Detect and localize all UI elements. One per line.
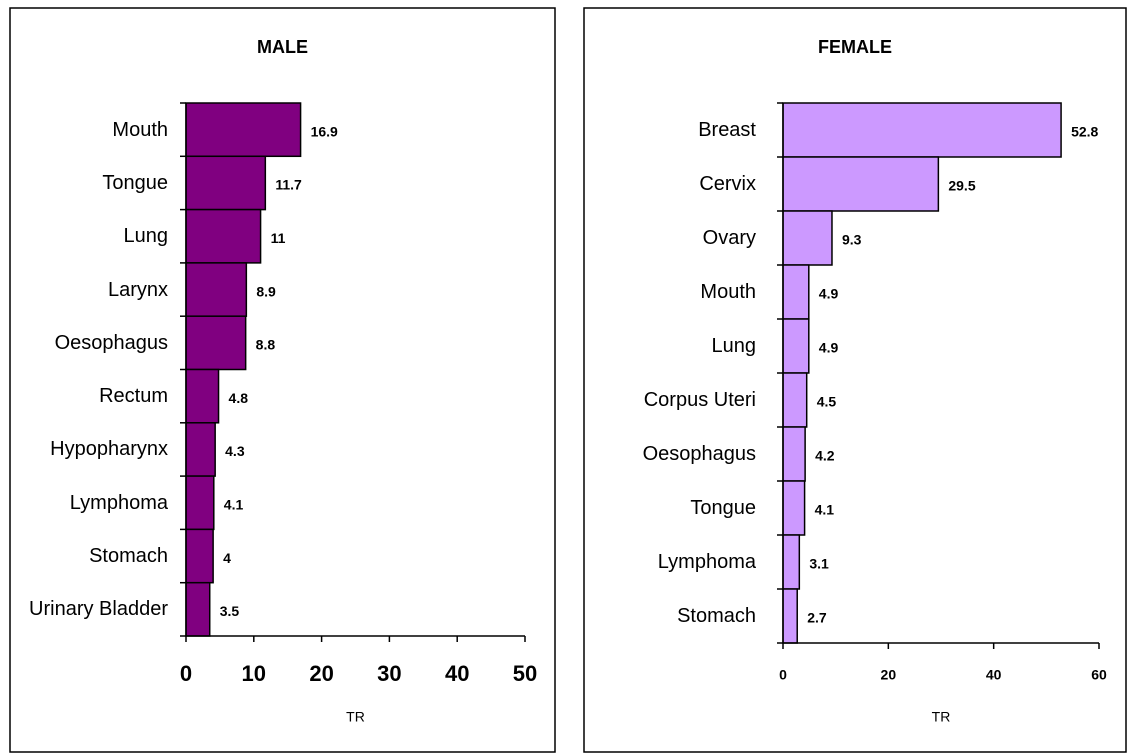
bar <box>185 102 302 158</box>
value-label: 8.8 <box>256 337 276 353</box>
value-label: 16.9 <box>311 123 338 139</box>
x-tick-label: 30 <box>377 661 401 686</box>
category-label: Breast <box>698 119 756 141</box>
category-label: Rectum <box>99 385 168 408</box>
category-label: Lung <box>123 225 169 248</box>
category-label: Cervix <box>699 173 756 195</box>
category-label: Tongue <box>102 171 168 194</box>
value-label: 8.9 <box>256 283 276 299</box>
value-label: 3.5 <box>220 603 240 619</box>
x-tick-label: 20 <box>309 661 333 686</box>
category-label: Tongue <box>690 497 756 519</box>
value-label: 3.1 <box>809 556 829 572</box>
bar <box>782 372 808 428</box>
x-axis-label: TR <box>346 709 365 725</box>
bar <box>185 368 220 424</box>
bar <box>185 422 216 477</box>
bar <box>782 534 801 590</box>
bar <box>782 210 833 266</box>
x-tick-label: 60 <box>1091 667 1107 683</box>
value-label: 11 <box>271 230 286 246</box>
category-label: Oesophagus <box>54 331 168 354</box>
value-label: 4.9 <box>819 286 839 302</box>
x-axis-label: TR <box>932 709 951 725</box>
bar <box>782 156 940 212</box>
value-label: 4.1 <box>815 502 835 518</box>
bar <box>782 426 806 482</box>
bar <box>782 264 810 320</box>
category-label: Hypopharynx <box>50 438 168 461</box>
x-tick-label: 20 <box>881 667 897 683</box>
value-label: 11.7 <box>275 177 302 193</box>
bar <box>782 318 810 374</box>
bar <box>185 155 267 211</box>
bar <box>185 315 247 371</box>
category-label: Mouth <box>700 281 756 303</box>
x-tick-label: 0 <box>779 667 787 683</box>
bar <box>185 262 248 317</box>
value-label: 4.8 <box>229 390 249 406</box>
bar <box>185 208 262 264</box>
value-label: 52.8 <box>1071 124 1098 140</box>
category-label: Lymphoma <box>657 551 756 573</box>
value-label: 2.7 <box>807 610 827 626</box>
category-label: Oesophagus <box>642 443 756 465</box>
bar <box>782 102 1062 158</box>
category-label: Urinary Bladder <box>29 598 168 621</box>
category-label: Stomach <box>89 545 168 568</box>
category-label: Corpus Uteri <box>643 389 756 411</box>
category-label: Larynx <box>107 278 168 301</box>
value-label: 4.1 <box>224 496 244 512</box>
panel-border <box>9 7 556 753</box>
value-label: 4.9 <box>819 340 839 356</box>
x-tick-label: 0 <box>180 661 192 686</box>
bar <box>185 581 211 637</box>
chart-title: MALE <box>257 37 308 57</box>
x-tick-label: 50 <box>513 661 537 686</box>
value-label: 9.3 <box>842 232 862 248</box>
category-label: Lung <box>711 335 757 357</box>
category-label: Mouth <box>112 118 168 141</box>
bar <box>782 480 806 536</box>
x-tick-label: 10 <box>242 661 266 686</box>
value-label: 4 <box>223 550 231 566</box>
panel-border <box>583 7 1127 753</box>
bar <box>185 475 215 531</box>
value-label: 4.5 <box>817 394 837 410</box>
bar <box>185 528 214 584</box>
value-label: 4.3 <box>225 443 245 459</box>
category-label: Lymphoma <box>69 491 168 514</box>
x-tick-label: 40 <box>445 661 469 686</box>
x-tick-label: 40 <box>986 667 1002 683</box>
value-label: 4.2 <box>815 448 835 464</box>
category-label: Stomach <box>677 605 756 627</box>
category-label: Ovary <box>702 227 756 249</box>
chart-title: FEMALE <box>818 37 892 57</box>
bar <box>782 588 798 644</box>
value-label: 29.5 <box>948 178 975 194</box>
